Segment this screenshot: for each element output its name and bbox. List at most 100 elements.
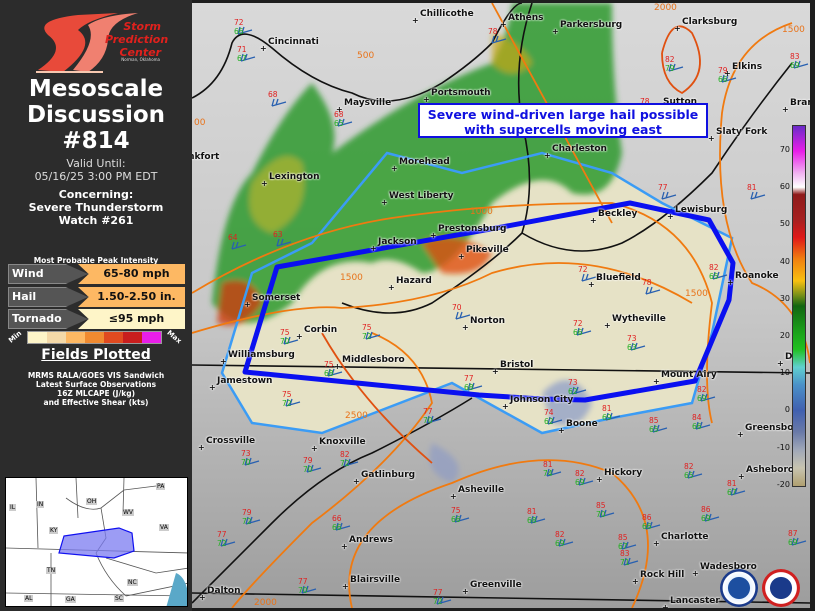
city-label: Beckley	[590, 209, 637, 226]
surface-station: 74 62	[544, 408, 554, 426]
city-label: Lexington	[261, 172, 320, 189]
dewpoint: 72	[217, 539, 227, 548]
city-label: Chillicothe	[412, 9, 474, 26]
wind-barb	[245, 516, 261, 525]
city-label: Blairsville	[342, 575, 400, 592]
wind-barb	[793, 60, 809, 69]
dewpoint: 66	[573, 328, 583, 337]
temperature: 75	[280, 328, 290, 337]
surface-station: 81 69	[602, 404, 612, 422]
page-title: Mesoscale Discussion #814	[26, 76, 166, 154]
dewpoint: 67	[618, 542, 628, 551]
temperature: 86	[701, 505, 711, 514]
colorbar-tick: 30	[779, 293, 790, 303]
intensity-scale	[27, 331, 162, 344]
temperature: 70	[452, 303, 462, 312]
city-label: Andrews	[341, 535, 393, 552]
city-label: Parkersburg	[552, 20, 622, 37]
surface-station: 70	[452, 303, 462, 312]
dewpoint: 72	[282, 399, 292, 408]
surface-station: 75 68	[324, 360, 334, 378]
dewpoint: 70	[596, 510, 606, 519]
wind-barb	[661, 191, 677, 200]
temperature: 77	[464, 374, 474, 383]
dewpoint: 72	[362, 332, 372, 341]
temperature: 81	[543, 460, 553, 469]
city-label: Corbin	[296, 325, 337, 342]
surface-station: 77 70	[298, 577, 308, 595]
surface-station: 81 68	[527, 507, 537, 525]
temperature: 86	[642, 513, 652, 522]
wind-barb	[668, 63, 684, 72]
temperature: 84	[692, 413, 702, 422]
dewpoint: 69	[602, 413, 612, 422]
temperature: 75	[282, 390, 292, 399]
city-label: Williamsburg	[220, 350, 295, 367]
wind-barb	[455, 311, 471, 320]
mesoscale-map: Chillicothe Athens Parkersburg Clarksburg Ci…	[192, 3, 810, 608]
dewpoint: 66	[234, 27, 244, 36]
cape-contour-label: 00	[194, 118, 206, 128]
surface-station: 85 70	[596, 501, 606, 519]
scale-segment	[66, 332, 85, 343]
wind-barb	[285, 398, 301, 407]
surface-station: 82 72	[340, 450, 350, 468]
surface-station: 73 70	[241, 449, 251, 467]
city-label: Rock Hill	[632, 570, 684, 587]
wind-barb	[730, 487, 746, 496]
surface-station: 75 72	[282, 390, 292, 408]
temperature: 77	[658, 183, 668, 192]
wind-barb	[630, 342, 646, 351]
city-label: Maysville	[336, 98, 391, 115]
cape-contour-label: 1000	[470, 207, 493, 217]
intensity-title: Most Probable Peak Intensity	[33, 256, 159, 265]
wind-barb	[687, 470, 703, 479]
surface-station: 78	[488, 27, 498, 36]
surface-station: 83 71	[620, 549, 630, 567]
wind-barb	[301, 585, 317, 594]
temperature: 66	[332, 514, 342, 523]
wind-barb	[220, 538, 236, 547]
tornado-intensity: Tornado ≤95 mph	[8, 309, 185, 329]
temperature: 64	[228, 233, 238, 242]
temperature: 85	[649, 416, 659, 425]
fields-plotted-list: MRMS RALA/GOES VIS Sandwich Latest Surfac…	[27, 371, 165, 407]
surface-station: 77	[658, 183, 668, 192]
city-label: Jamestown	[209, 376, 273, 393]
map-layers	[192, 3, 810, 608]
wind-barb	[695, 421, 711, 430]
city-label: Bristol	[492, 360, 533, 377]
cape-contour-label: 2000	[654, 3, 677, 13]
surface-station: 79 72	[242, 508, 252, 526]
temperature: 78	[488, 27, 498, 36]
temperature: 82	[575, 469, 585, 478]
fields-plotted-title: Fields Plotted	[41, 347, 151, 363]
city-label: Gatlinburg	[353, 470, 415, 487]
surface-station: 82 65	[709, 263, 719, 281]
surface-station: 79 66	[718, 66, 728, 84]
dewpoint: 65	[649, 425, 659, 434]
city-label: Asheville	[450, 485, 504, 502]
wind-barb	[244, 457, 260, 466]
dewpoint: 66	[642, 522, 652, 531]
wind-barb	[240, 53, 256, 62]
dewpoint: 62	[544, 417, 554, 426]
temperature: 68	[334, 110, 344, 119]
scale-segment	[47, 332, 66, 343]
concerning: Concerning: Severe Thunderstorm Watch #261	[28, 188, 164, 227]
info-panel: Storm Prediction Center Norman, Oklahoma M…	[0, 0, 192, 611]
city-label: Boone	[558, 419, 598, 436]
wind-barb	[645, 286, 661, 295]
city-label: Bluefield	[588, 273, 641, 290]
dewpoint: 68	[527, 516, 537, 525]
wind-barb	[704, 513, 720, 522]
city-label: Hickory	[596, 468, 642, 485]
city-label: Cincinnati	[260, 37, 319, 54]
colorbar-tick: 10	[779, 368, 790, 378]
temperature: 79	[242, 508, 252, 517]
surface-station: 75 72	[362, 323, 372, 341]
dewpoint: 69	[575, 478, 585, 487]
city-label: Pikeville	[458, 245, 509, 262]
city-label: Prestonsburg	[430, 224, 507, 241]
wind-barb	[491, 35, 507, 44]
